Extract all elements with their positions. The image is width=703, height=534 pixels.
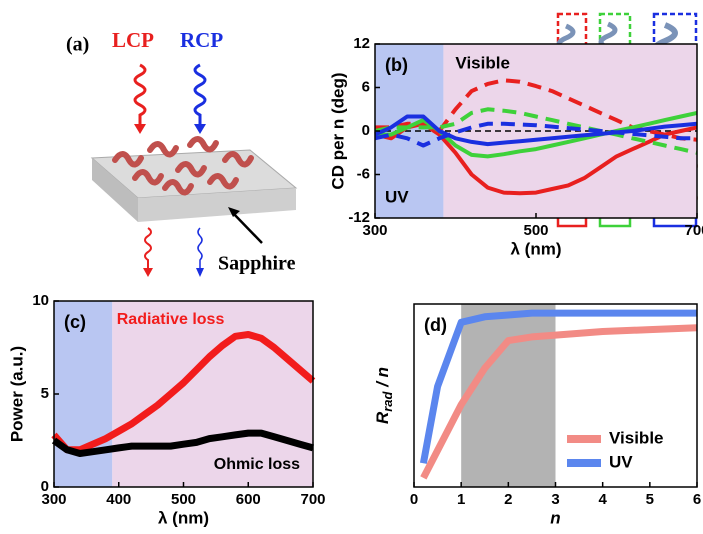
panel-label: (d) bbox=[424, 315, 447, 335]
transmitted-wave bbox=[145, 228, 151, 270]
y-label-main: R bbox=[373, 411, 392, 424]
y-tick-label: -6 bbox=[357, 165, 370, 182]
x-axis-label: λ (nm) bbox=[511, 239, 562, 258]
arrow-head bbox=[194, 124, 206, 134]
x-tick-label: 1 bbox=[457, 491, 465, 508]
substrate-label: Sapphire bbox=[218, 253, 296, 275]
panel-a: (a) LCP RCP Sapphire bbox=[66, 28, 296, 277]
legend-label: Visible bbox=[609, 428, 664, 447]
x-tick-label: 5 bbox=[646, 491, 654, 508]
x-tick-label: 700 bbox=[684, 222, 703, 239]
y-tick-label: 5 bbox=[41, 385, 49, 402]
y-tick-label: -12 bbox=[348, 209, 370, 226]
x-tick-label: 6 bbox=[693, 491, 701, 508]
figure: (a) LCP RCP Sapphire UV bbox=[0, 0, 703, 534]
x-tick-label: 0 bbox=[410, 491, 418, 508]
legend-label: UV bbox=[609, 452, 633, 471]
x-axis-label: n bbox=[550, 508, 560, 527]
y-axis-label: CD per n (deg) bbox=[328, 72, 347, 189]
rcp-wave bbox=[195, 65, 205, 127]
y-tick-label: 0 bbox=[362, 122, 370, 139]
y-label-rest: / n bbox=[373, 367, 392, 392]
x-tick-label: 2 bbox=[504, 491, 512, 508]
x-axis-label: λ (nm) bbox=[158, 508, 209, 527]
pointer bbox=[232, 212, 262, 243]
panel-label: (b) bbox=[385, 55, 408, 75]
y-tick-label: 0 bbox=[41, 478, 49, 495]
arrow-head bbox=[134, 124, 146, 134]
y-tick-label: 10 bbox=[32, 292, 49, 309]
region bbox=[461, 304, 555, 487]
lcp-wave bbox=[135, 65, 145, 127]
y-axis-label: Power (a.u.) bbox=[7, 346, 26, 442]
lcp-label: LCP bbox=[112, 28, 154, 52]
x-tick-label: 4 bbox=[598, 491, 607, 508]
x-tick-label: 500 bbox=[523, 222, 548, 239]
arrow-head bbox=[143, 268, 153, 277]
rcp-label: RCP bbox=[180, 28, 223, 52]
panel-label: (a) bbox=[66, 34, 89, 56]
x-tick-label: 700 bbox=[300, 491, 325, 508]
y-tick-label: 12 bbox=[353, 35, 370, 52]
x-tick-label: 500 bbox=[171, 491, 196, 508]
series-label: Radiative loss bbox=[117, 311, 225, 328]
panel-label: (c) bbox=[64, 312, 86, 332]
y-label-sub: rad bbox=[380, 390, 395, 411]
transmitted-wave bbox=[198, 228, 202, 270]
x-tick-label: 3 bbox=[551, 491, 559, 508]
x-tick-label: 600 bbox=[236, 491, 261, 508]
chart-panel: (d) Visible UV 0 1 2 3 4 5 6 n Rrad / n bbox=[373, 304, 701, 527]
x-tick-label: 400 bbox=[106, 491, 131, 508]
series-label: Ohmic loss bbox=[214, 456, 300, 473]
region-label: UV bbox=[385, 187, 409, 206]
region-label: Visible bbox=[455, 53, 510, 72]
y-tick-label: 6 bbox=[362, 78, 370, 95]
arrow-head bbox=[196, 268, 204, 277]
y-axis-label: Rrad / n bbox=[373, 367, 395, 424]
